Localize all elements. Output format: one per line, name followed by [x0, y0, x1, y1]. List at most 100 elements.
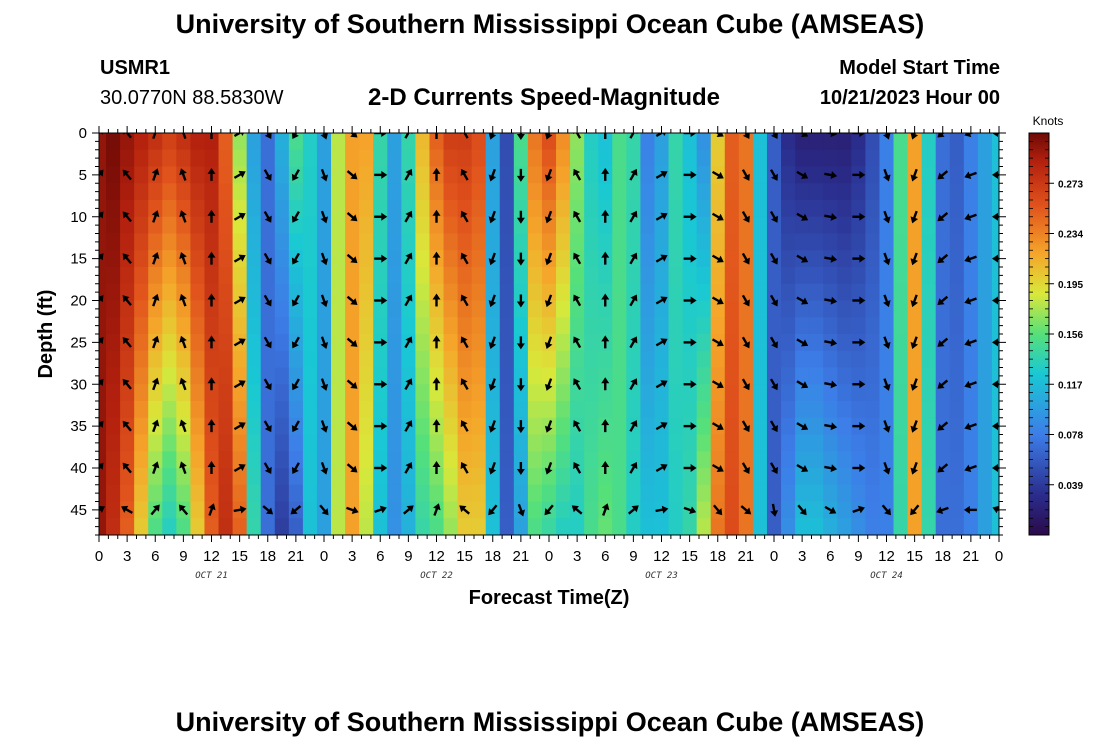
heatmap-cell [176, 518, 192, 535]
heatmap-cell [106, 468, 121, 486]
heatmap-cell [190, 216, 206, 235]
heatmap-cell [879, 133, 895, 151]
heatmap-cell [851, 133, 867, 151]
heatmap-cell [162, 250, 177, 268]
heatmap-cell [654, 133, 670, 151]
heatmap-cell [359, 384, 374, 402]
heatmap-cell [471, 149, 487, 168]
x-tick-label: 21 [513, 548, 530, 565]
heatmap-cell [99, 367, 107, 385]
heatmap-cell [696, 216, 712, 235]
heatmap-cell [991, 200, 999, 218]
current-vector [573, 378, 582, 391]
heatmap-cell [668, 384, 684, 402]
heatmap-cell [668, 501, 684, 519]
current-vector [346, 506, 359, 514]
heatmap-cell [274, 233, 290, 251]
heatmap-cell [387, 133, 402, 151]
heatmap-cell [541, 384, 557, 402]
heatmap-cell [949, 384, 965, 402]
heatmap-cell [387, 451, 402, 469]
heatmap-cell [387, 267, 402, 285]
heatmap-cell [331, 434, 346, 452]
heatmap-cell [612, 233, 627, 251]
heatmap-cell [879, 468, 895, 486]
heatmap-cell [654, 300, 670, 318]
heatmap-cell [668, 267, 684, 285]
heatmap-cell [949, 518, 965, 535]
current-vector [573, 210, 582, 223]
heatmap-cell [752, 216, 768, 235]
heatmap-cell [612, 183, 627, 201]
current-vector [629, 378, 638, 391]
heatmap-cell [359, 183, 374, 201]
heatmap-cell [879, 367, 895, 385]
heatmap-cell [837, 434, 852, 452]
current-vector [263, 169, 272, 181]
heatmap-cell [781, 367, 796, 385]
current-vector [824, 296, 838, 305]
heatmap-cell [949, 501, 965, 519]
heatmap-cell [851, 216, 867, 235]
heatmap-cell [738, 367, 754, 385]
heatmap-cell [795, 434, 810, 452]
heatmap-cell [809, 166, 824, 184]
heatmap-cell [991, 233, 999, 251]
heatmap-cell [682, 149, 698, 168]
heatmap-cell [162, 384, 177, 402]
heatmap-cell [809, 133, 824, 151]
current-vector [910, 461, 919, 475]
current-vector [655, 464, 668, 473]
heatmap-cell [977, 484, 993, 503]
heatmap-cell [162, 149, 177, 168]
current-vector [404, 378, 413, 391]
heatmap-cell [204, 384, 220, 402]
heatmap-cell [541, 350, 557, 369]
current-vector [604, 133, 607, 139]
heatmap-cell [710, 216, 726, 235]
current-vector [460, 252, 469, 265]
current-vector [711, 212, 724, 221]
heatmap-cell [106, 384, 121, 402]
heatmap-cell [373, 267, 388, 285]
current-vector [516, 133, 525, 140]
heatmap-cell [977, 283, 993, 302]
current-vector [769, 169, 778, 181]
heatmap-cell [401, 233, 417, 251]
heatmap-cell [176, 300, 192, 318]
heatmap-cell [443, 367, 459, 385]
heatmap-cell [499, 484, 515, 503]
current-vector [824, 171, 838, 179]
heatmap-cell [556, 501, 571, 519]
heatmap-cell [457, 384, 473, 402]
heatmap-cell [823, 300, 838, 318]
heatmap-cell [879, 283, 895, 302]
current-vector [573, 461, 582, 474]
heatmap-cell [654, 233, 670, 251]
heatmap-cell [401, 317, 417, 335]
heatmap-cell [274, 434, 290, 452]
heatmap-cell [316, 484, 332, 503]
current-vector [179, 168, 187, 181]
heatmap-cell [570, 350, 585, 369]
heatmap-cell [204, 484, 220, 503]
heatmap-cell [513, 350, 529, 369]
current-vector [852, 296, 866, 305]
heatmap-cell [218, 233, 234, 251]
heatmap-cell [120, 384, 135, 402]
heatmap-cell [682, 216, 698, 235]
heatmap-cell [682, 451, 698, 469]
heatmap-cell [977, 250, 993, 268]
heatmap-cell [696, 166, 712, 184]
heatmap-cell [724, 468, 740, 486]
heatmap-cell [963, 401, 979, 419]
current-vector [179, 133, 187, 140]
heatmap-cell [246, 283, 262, 302]
current-vector [573, 336, 582, 349]
heatmap-cell [598, 451, 613, 469]
heatmap-cell [485, 451, 501, 469]
heatmap-cell [274, 133, 290, 151]
heatmap-cell [218, 133, 234, 151]
heatmap-cell [485, 367, 501, 385]
heatmap-cell [668, 417, 684, 436]
